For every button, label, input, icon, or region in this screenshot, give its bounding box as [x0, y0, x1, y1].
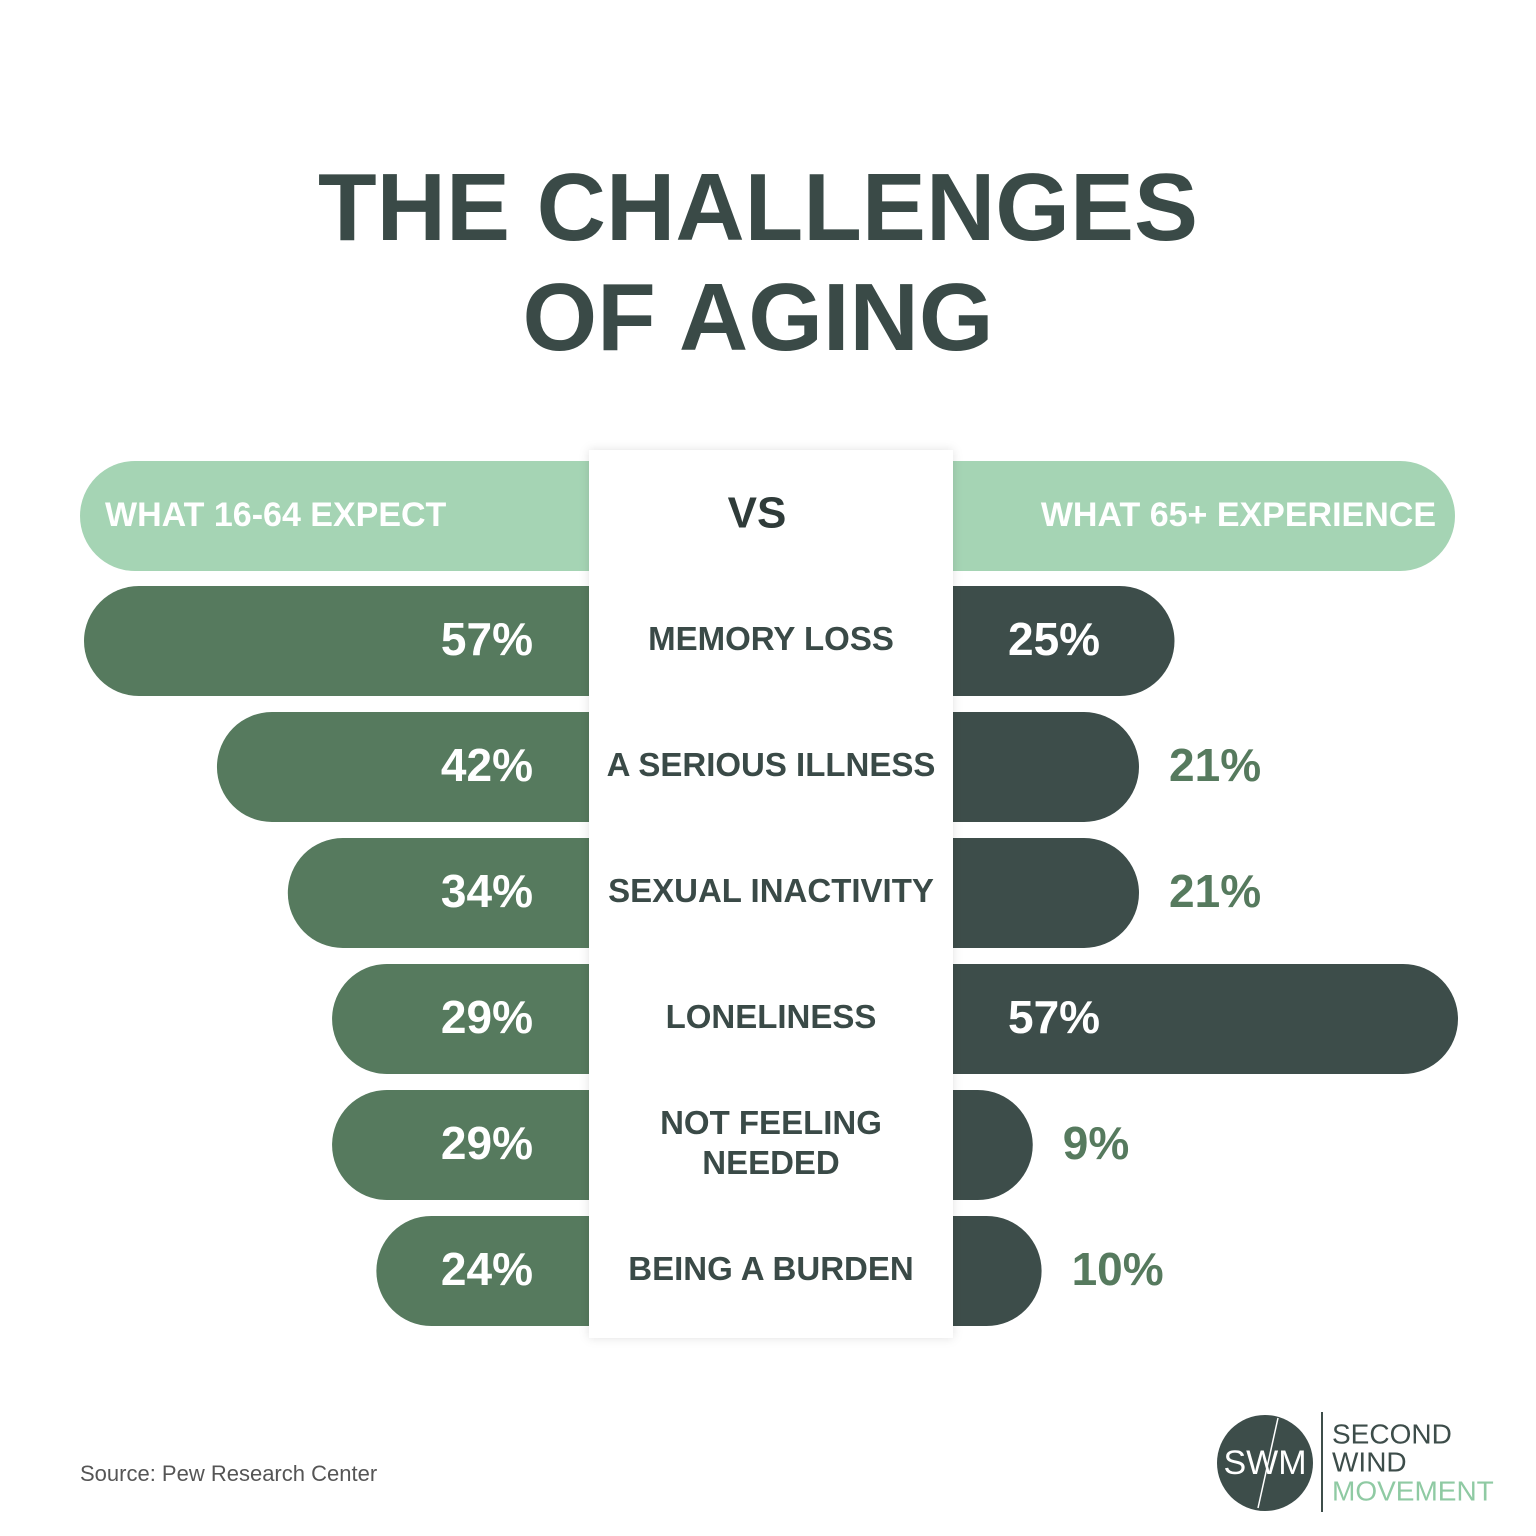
bar: [84, 586, 589, 696]
bar: [953, 1090, 1033, 1200]
value-label: 29%: [441, 991, 533, 1043]
bar: [953, 586, 1175, 696]
value-label: 21%: [1169, 739, 1261, 791]
bar: [287, 838, 589, 948]
category-label: NOT FEELING NEEDED: [660, 1104, 882, 1181]
value-label: 34%: [441, 865, 533, 917]
bar: [332, 1090, 589, 1200]
logo-circle: [1217, 1415, 1313, 1511]
logo-mark: SWM: [1223, 1444, 1306, 1482]
bar: [953, 838, 1139, 948]
legend-label: WHAT 65+ EXPERIENCE: [1041, 496, 1436, 534]
bars: WHAT 16-64 EXPECT WHAT 65+ EXPERIENCE 57% 2…: [80, 461, 1458, 1326]
legend-label: WHAT 16-64 EXPECT: [105, 496, 447, 534]
center-labels: MEMORY LOSS A SERIOUS ILLNESS SEXUAL INACT…: [607, 620, 936, 1287]
logo-slash: [1257, 1417, 1279, 1509]
value-label: 9%: [1063, 1117, 1129, 1169]
category-label: BEING A BURDEN: [628, 1250, 913, 1287]
bar: [376, 1216, 589, 1326]
vs-label: VS: [728, 489, 787, 538]
value-label: 24%: [441, 1243, 533, 1295]
value-label: 57%: [441, 613, 533, 665]
value-label: 21%: [1169, 865, 1261, 917]
logo-line: SECOND: [1332, 1418, 1452, 1449]
value-label: 29%: [441, 1117, 533, 1169]
category-label: LONELINESS: [666, 998, 877, 1035]
chart-title: THE CHALLENGES OF AGING: [318, 154, 1198, 371]
bar: [953, 712, 1139, 822]
logo-line: MOVEMENT: [1332, 1475, 1494, 1506]
category-label: A SERIOUS ILLNESS: [607, 746, 936, 783]
source: Source: Pew Research Center: [80, 1461, 377, 1486]
value-label: 10%: [1072, 1243, 1164, 1295]
category-label: MEMORY LOSS: [648, 620, 894, 657]
value-label: 25%: [1008, 613, 1100, 665]
legend-bar: [80, 461, 589, 571]
legend-bar: [953, 461, 1455, 571]
bar: [216, 712, 590, 822]
bar: [953, 1216, 1042, 1326]
category-label: SEXUAL INACTIVITY: [608, 872, 934, 909]
center-column: [589, 450, 953, 1338]
bar: [332, 964, 589, 1074]
value-label: 42%: [441, 739, 533, 791]
bar: [953, 964, 1458, 1074]
logo-line: WIND: [1332, 1446, 1407, 1477]
value-label: 57%: [1008, 991, 1100, 1043]
